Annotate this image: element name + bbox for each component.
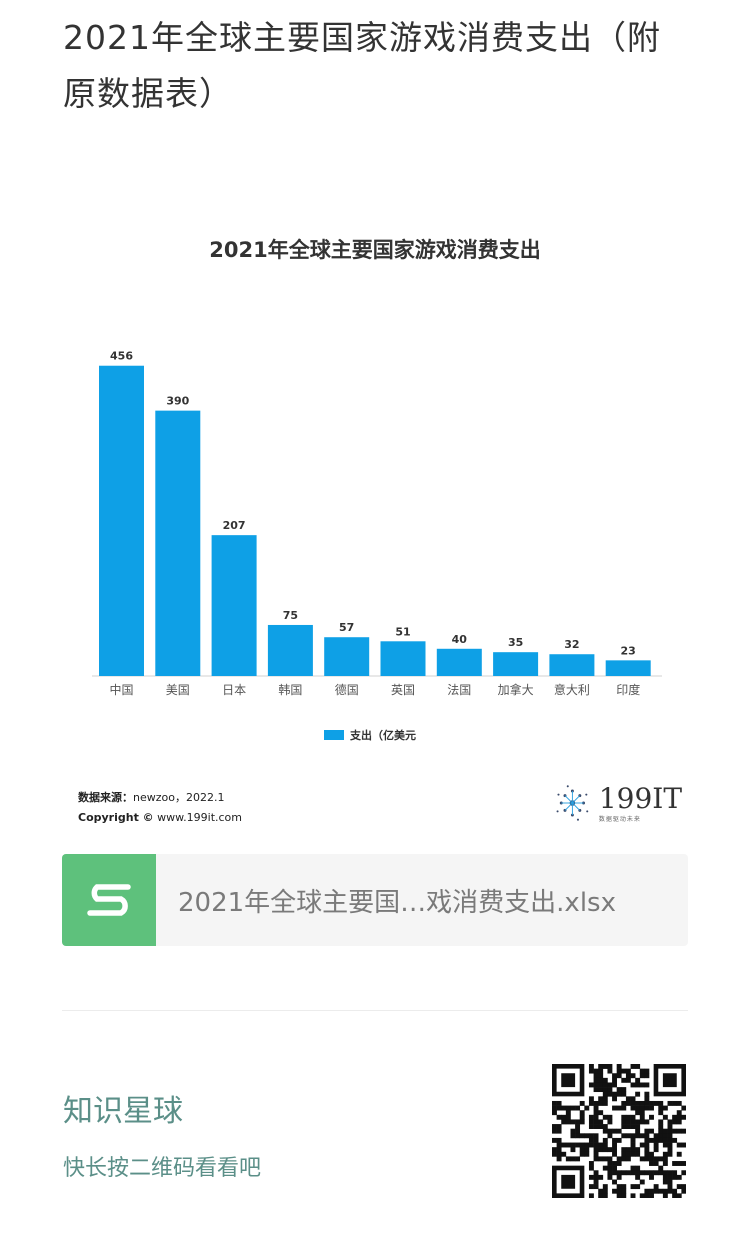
bar-美国 [155,410,201,676]
chart-image: 2021年全球主要国家游戏消费支出 456 中国 390 美国 207 日本 75 韩国 57 德… [62,222,688,842]
attachment-file-card[interactable]: 2021年全球主要国…戏消费支出.xlsx [62,854,688,946]
x-tick-label-英国: 英国 [391,683,415,697]
x-tick-label-中国: 中国 [109,682,133,697]
footer-subtitle: 快长按二维码看看吧 [63,1156,262,1181]
data-label-英国: 51 [395,625,410,638]
x-tick-label-美国: 美国 [166,683,190,697]
x-tick-label-法国: 法国 [447,683,471,697]
chart-legend: 支出（亿美元 [324,727,416,743]
copyright-label: Copyright © [78,811,154,824]
bar-意大利 [549,654,595,676]
source-label: 数据来源： [78,791,133,804]
s-glyph-icon [87,884,131,916]
x-tick-label-日本: 日本 [222,683,246,697]
attachment-file-name[interactable]: 2021年全球主要国…戏消费支出.xlsx [178,887,616,918]
spreadsheet-s-icon [62,854,156,946]
data-label-意大利: 32 [564,638,579,651]
data-label-加拿大: 35 [508,636,523,649]
bar-英国 [380,641,426,676]
bar-印度 [605,660,651,676]
chart-title: 2021年全球主要国家游戏消费支出 [209,238,541,262]
copyright-text: www.199it.com [153,811,242,824]
bar-韩国 [267,624,313,676]
x-tick-label-韩国: 韩国 [278,682,302,697]
footer-title: 知识星球 [63,1094,183,1129]
data-label-美国: 390 [166,395,189,408]
x-tick-label-加拿大: 加拿大 [498,682,534,697]
brand-name: 199IT [598,781,682,815]
legend-label: 支出（亿美元 [350,729,416,742]
brand-logo: 199IT 数据驱动未来 [552,778,682,828]
data-label-法国: 40 [452,633,468,646]
brand-slogan: 数据驱动未来 [598,815,641,823]
legend-swatch [324,730,344,740]
dandelion-logo-icon [556,785,589,821]
x-tick-label-意大利: 意大利 [554,682,590,697]
data-label-日本: 207 [223,519,246,532]
qr-code-icon[interactable] [552,1064,686,1198]
bar-法国 [436,648,482,676]
data-label-德国: 57 [339,621,354,634]
source-text: newzoo，2022.1 [133,791,225,804]
bar-德国 [324,637,370,676]
article-title: 2021年全球主要国家游戏消费支出（附原数据表） [63,18,661,113]
bar-中国 [99,365,144,676]
section-divider [62,1010,688,1011]
bar-加拿大 [493,652,539,676]
bar-chart: 456 中国 390 美国 207 日本 75 韩国 57 德国 51 英国 40 法国 35 加拿大 32 意大… [92,350,662,697]
x-tick-label-印度: 印度 [616,682,640,697]
bar-日本 [211,535,257,676]
chart-source: 数据来源：newzoo，2022.1 Copyright © www.199it… [78,788,242,828]
data-label-韩国: 75 [283,609,298,622]
data-label-印度: 23 [621,644,636,657]
x-tick-label-德国: 德国 [335,682,359,697]
data-label-中国: 456 [110,350,133,363]
